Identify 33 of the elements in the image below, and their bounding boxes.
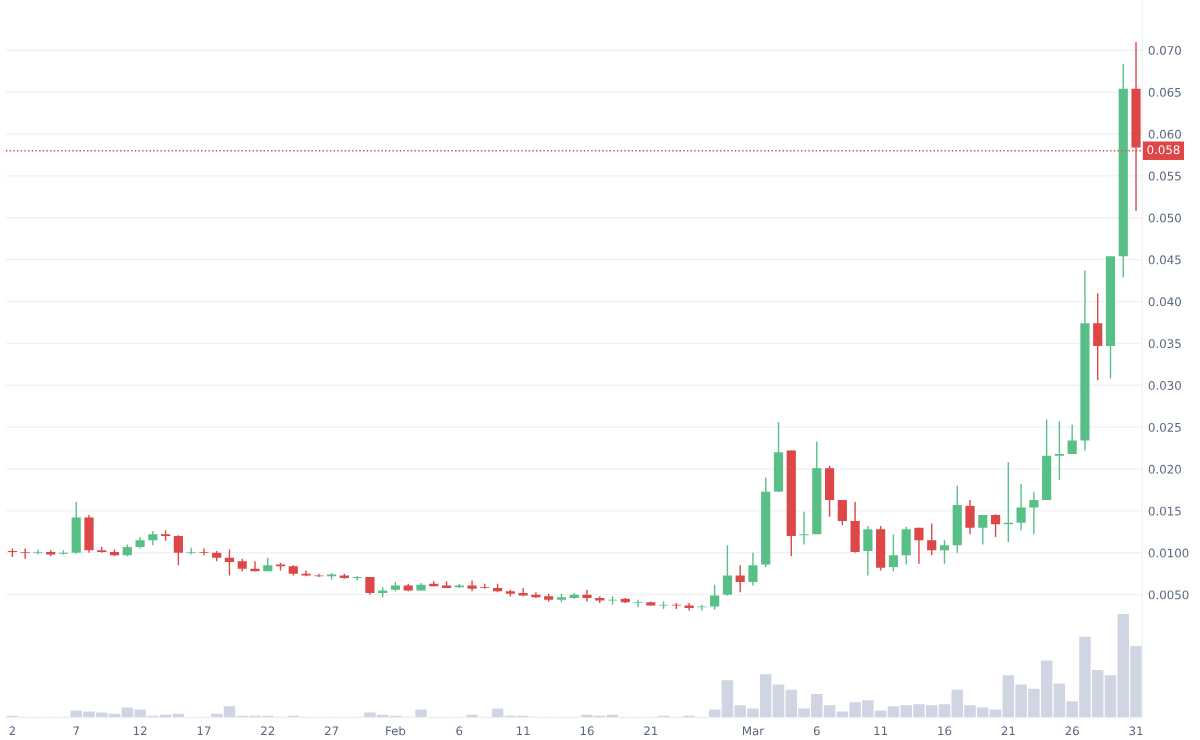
x-tick-label: 26 (1065, 726, 1079, 736)
x-tick-label: 12 (133, 726, 147, 736)
y-tick-label: 0.060 (1148, 129, 1181, 139)
y-tick-label: 0.0100 (1148, 548, 1189, 558)
y-tick-label: 0.020 (1148, 464, 1181, 474)
x-tick-label: 7 (73, 726, 79, 736)
y-tick-label: 0.070 (1148, 45, 1181, 55)
x-tick-label: 6 (813, 726, 820, 736)
y-tick-label: 0.015 (1148, 506, 1181, 516)
y-tick-label: 0.055 (1148, 171, 1181, 181)
x-tick-label: 17 (197, 726, 211, 736)
y-tick-label: 0.035 (1148, 339, 1181, 349)
x-tick-label: 2 (9, 726, 15, 736)
ref-line-label: 0.058 (1147, 145, 1180, 155)
y-tick-label: 0.050 (1148, 213, 1181, 223)
y-tick-label: 0.025 (1148, 422, 1181, 432)
x-tick-label: 16 (938, 726, 952, 736)
y-tick-label: 0.040 (1148, 297, 1181, 307)
y-tick-label: 0.045 (1148, 255, 1181, 265)
x-tick-label: 6 (456, 726, 463, 736)
x-tick-label: 16 (580, 726, 594, 736)
x-tick-label: 22 (261, 726, 275, 736)
x-tick-label: 21 (1001, 726, 1015, 736)
x-tick-label: Mar (742, 726, 765, 736)
y-tick-label: 0.065 (1148, 87, 1181, 97)
x-tick-label: 31 (1129, 726, 1143, 736)
x-tick-label: 21 (644, 726, 658, 736)
x-tick-label: 27 (324, 726, 339, 736)
x-tick-label: Feb (386, 726, 406, 736)
y-tick-label: 0.0050 (1148, 590, 1189, 600)
x-tick-label: 11 (516, 726, 530, 736)
y-tick-label: 0.030 (1148, 381, 1181, 390)
x-tick-label: 11 (874, 726, 888, 736)
